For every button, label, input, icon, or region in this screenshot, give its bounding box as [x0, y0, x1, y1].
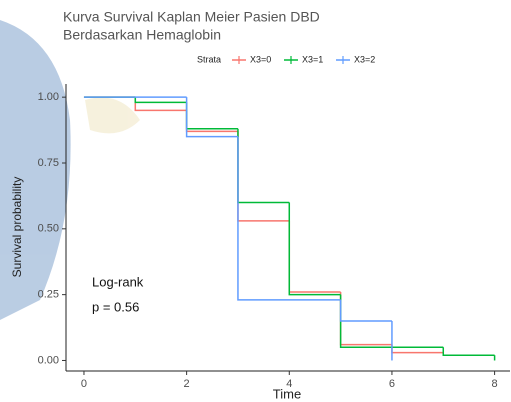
survival-step	[187, 102, 238, 128]
y-tick-label: 0.50	[38, 223, 59, 235]
legend-label: X3=2	[354, 54, 375, 64]
annotation: Log-rank	[92, 274, 144, 289]
y-tick-label: 0.25	[38, 289, 59, 301]
survival-step	[289, 202, 340, 294]
legend-title: Strata	[197, 54, 221, 64]
y-axis-label: Survival probability	[10, 177, 24, 278]
survival-step	[238, 129, 289, 203]
y-tick-label: 0.00	[38, 354, 59, 366]
y-tick-label: 1.00	[38, 91, 59, 103]
chart-subtitle: Berdasarkan Hemaglobin	[63, 27, 221, 43]
y-tick-label: 0.75	[38, 157, 59, 169]
legend-label: X3=0	[250, 54, 271, 64]
survival-step	[443, 347, 494, 355]
x-tick-label: 6	[389, 378, 395, 390]
chart: Kurva Survival Kaplan Meier Pasien DBD B…	[0, 0, 511, 402]
survival-step	[135, 97, 186, 102]
chart-title: Kurva Survival Kaplan Meier Pasien DBD	[63, 9, 320, 25]
survival-step	[341, 300, 392, 321]
annotation: p = 0.56	[92, 299, 139, 314]
survival-step	[135, 97, 186, 110]
x-tick-label: 0	[81, 378, 87, 390]
survival-step	[238, 131, 289, 221]
survival-step	[341, 292, 392, 345]
watermark-shape	[85, 98, 140, 134]
x-tick-label: 8	[492, 378, 498, 390]
x-tick-label: 4	[286, 378, 292, 390]
survival-step	[289, 221, 340, 292]
legend-label: X3=1	[302, 54, 323, 64]
x-tick-label: 2	[184, 378, 190, 390]
survival-step	[392, 345, 443, 353]
